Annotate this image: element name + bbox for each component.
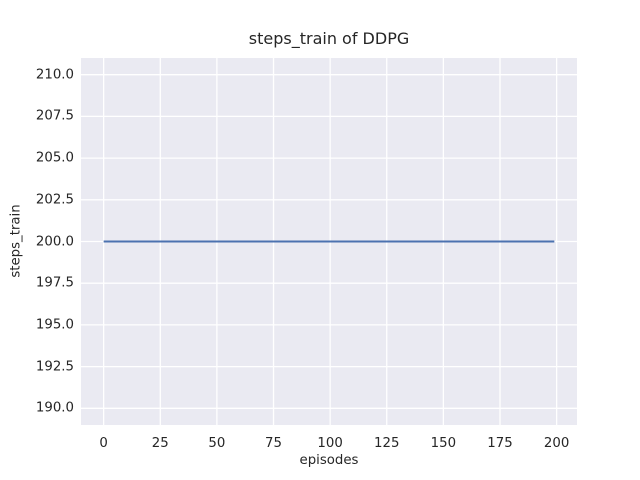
x-tick-label: 25 (151, 436, 169, 451)
y-tick-label: 192.5 (35, 359, 74, 375)
x-tick-label: 200 (543, 436, 570, 451)
x-tick-label: 100 (317, 436, 343, 451)
x-axis-label: episodes (299, 453, 359, 468)
y-tick-label: 207.5 (35, 108, 74, 124)
y-tick-label: 205.0 (35, 150, 74, 166)
x-tick-label: 50 (208, 436, 226, 451)
y-tick-label: 190.0 (35, 400, 74, 416)
x-tick-label: 150 (430, 436, 457, 451)
y-tick-label: 202.5 (35, 192, 74, 208)
x-tick-label: 0 (99, 436, 108, 451)
plot-svg (81, 58, 577, 425)
y-tick-label: 210.0 (35, 67, 74, 83)
y-tick-label: 200.0 (35, 234, 74, 249)
chart-title: steps_train of DDPG (248, 29, 410, 48)
x-tick-label: 125 (374, 436, 400, 451)
y-tick-label: 197.5 (35, 275, 74, 291)
x-tick-label: 175 (487, 436, 513, 451)
y-tick-label: 195.0 (35, 317, 74, 333)
x-tick-label: 75 (265, 436, 282, 451)
